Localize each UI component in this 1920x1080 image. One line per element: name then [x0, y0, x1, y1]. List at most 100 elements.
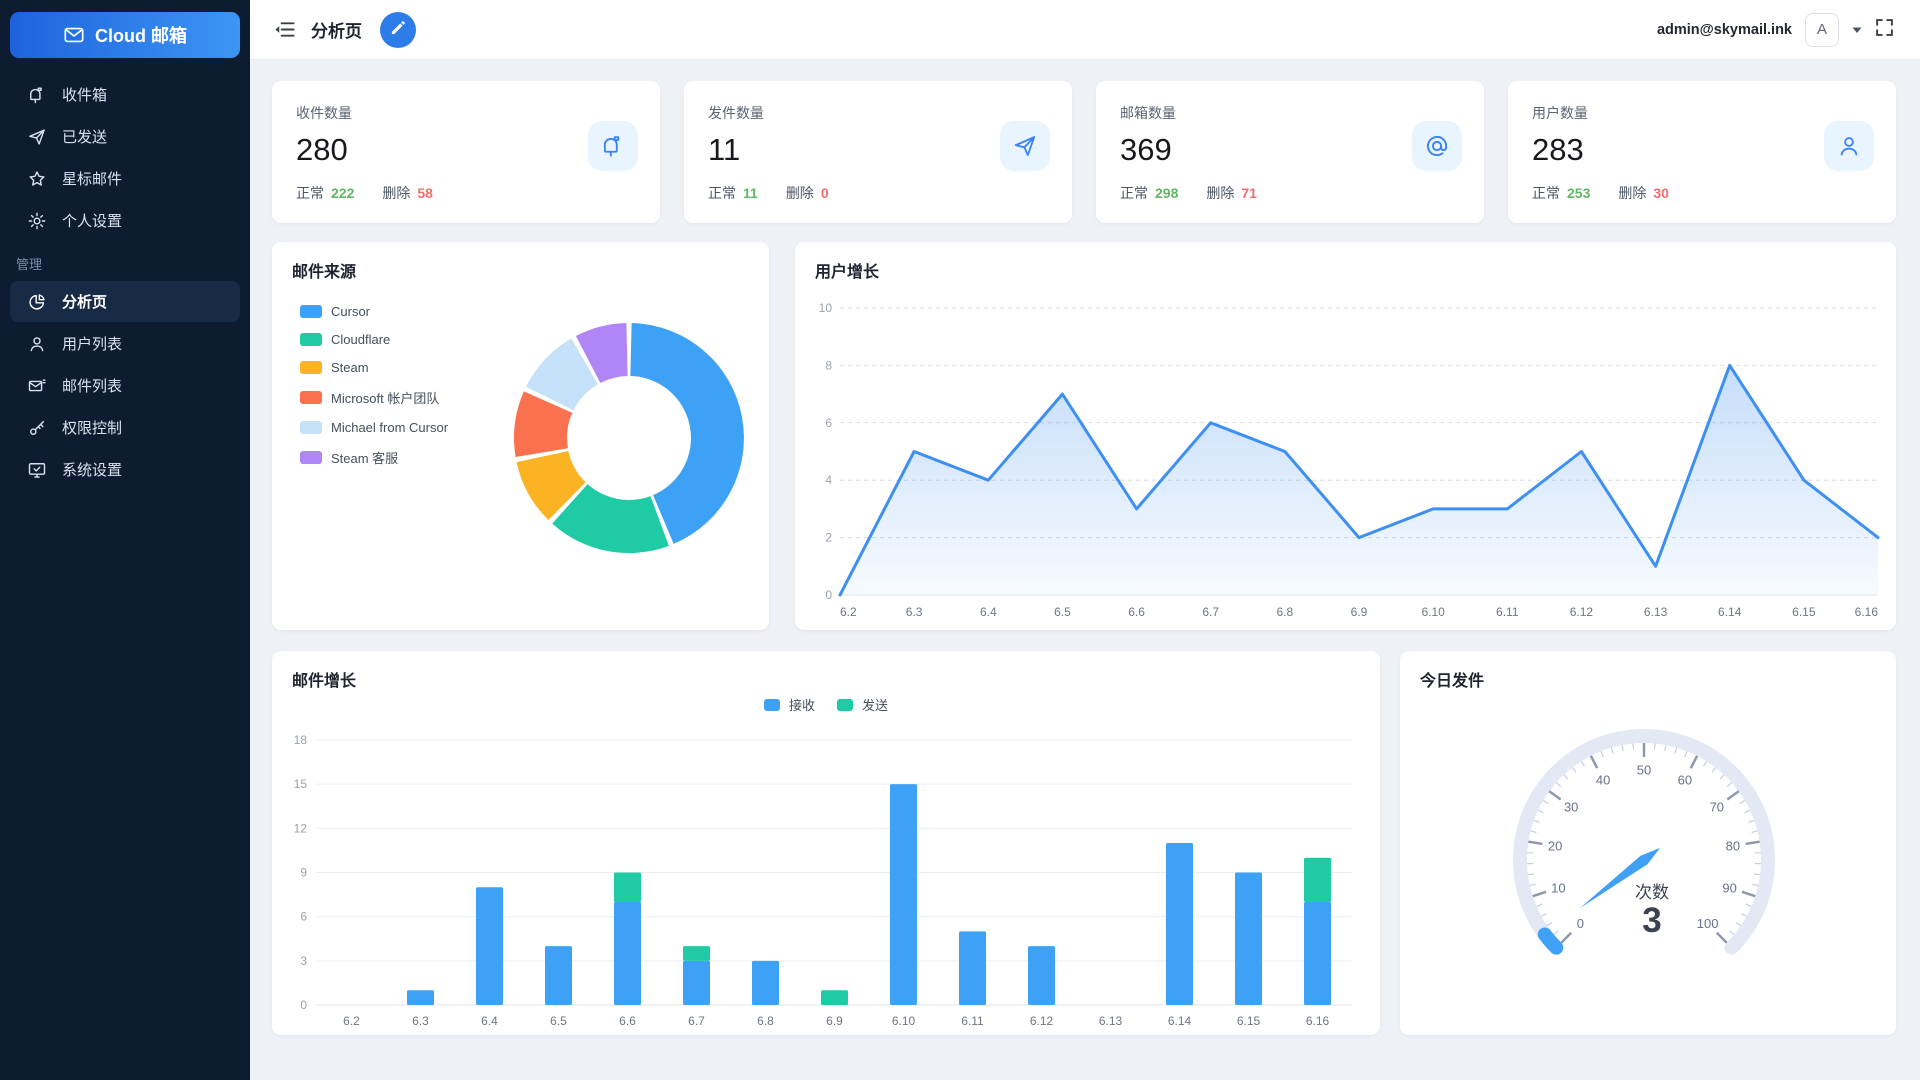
gauge-minor-tick	[1674, 747, 1678, 754]
bar-legend: 接收 发送	[272, 695, 1380, 714]
sidebar-item-inbox[interactable]: 收件箱	[10, 74, 240, 115]
stat-normal-value: 253	[1567, 185, 1591, 201]
bar-segment[interactable]	[890, 784, 917, 1005]
chevron-down-icon	[1852, 21, 1862, 39]
x-tick-label: 6.4	[481, 1014, 498, 1028]
gauge-tick-label: 50	[1637, 763, 1651, 778]
bar-segment[interactable]	[1166, 843, 1193, 1005]
stat-icon-chip	[588, 121, 638, 171]
bar-segment[interactable]	[614, 872, 641, 902]
bar-segment[interactable]	[683, 960, 710, 1005]
x-tick-label: 6.14	[1718, 605, 1742, 619]
legend-item[interactable]: Steam 客服	[300, 448, 448, 467]
legend-label: 发送	[862, 698, 889, 713]
gauge-minor-tick	[1664, 744, 1667, 752]
bar-segment[interactable]	[1028, 946, 1055, 1005]
legend-item[interactable]: Steam	[300, 360, 448, 375]
sidebar-item-analytics[interactable]: 分析页	[10, 281, 240, 322]
mailbox-icon	[27, 85, 47, 105]
x-tick-label: 6.16	[1306, 1014, 1330, 1028]
gauge-minor-tick	[1555, 782, 1562, 788]
gauge-tick-label: 10	[1551, 880, 1565, 895]
bar-segment[interactable]	[959, 931, 986, 1005]
legend-item[interactable]: Cursor	[300, 304, 448, 319]
stat-normal-label: 正常	[296, 185, 324, 201]
sidebar-item-label: 权限控制	[62, 420, 123, 437]
x-tick-label: 6.15	[1237, 1014, 1261, 1028]
gauge-tick-label: 70	[1710, 800, 1724, 815]
bar-segment[interactable]	[821, 990, 848, 1005]
stats-row: 收件数量 280 正常 222 删除 58 发件数量 11 正常 11 删除 0 邮箱数量 369 正常 29…	[272, 81, 1896, 223]
pencil-icon	[390, 19, 407, 41]
y-tick-label: 10	[819, 301, 833, 315]
legend-item[interactable]: Microsoft 帐户团队	[300, 388, 448, 407]
legend-item[interactable]: 接收	[763, 695, 815, 714]
edit-dashboard-button[interactable]	[380, 11, 416, 48]
today-sent-card: 今日发件 0 10 20 30 40 50 60 70 80 90 100 次数 3	[1400, 651, 1896, 1035]
sidebar-item-mail-list[interactable]: 邮件列表	[10, 365, 240, 406]
avatar[interactable]: A	[1805, 12, 1839, 47]
stat-value: 280	[296, 132, 348, 167]
sidebar-item-users[interactable]: 用户列表	[10, 323, 240, 364]
legend-item[interactable]: Michael from Cursor	[300, 420, 448, 435]
sidebar: Cloud 邮箱 收件箱 已发送 星标邮件 个人设置 管理 分析页用户列表邮件列表权限…	[0, 0, 250, 1080]
star-icon	[27, 169, 47, 189]
pie-slice[interactable]	[516, 451, 586, 520]
legend-label: Cursor	[331, 304, 371, 319]
bar-segment[interactable]	[545, 946, 572, 1005]
key-icon	[27, 418, 47, 438]
pie-slice[interactable]	[552, 484, 669, 554]
legend-swatch	[300, 421, 322, 434]
sidebar-item-label: 用户列表	[62, 336, 123, 353]
gauge-major-tick	[1548, 790, 1562, 801]
x-tick-label: 6.7	[688, 1014, 705, 1028]
fullscreen-button[interactable]	[1875, 18, 1894, 42]
gauge-minor-tick	[1735, 921, 1742, 927]
x-tick-label: 6.12	[1570, 605, 1594, 619]
sidebar-item-system[interactable]: 系统设置	[10, 449, 240, 490]
stat-card: 收件数量 280 正常 222 删除 58	[272, 81, 660, 223]
pie-slice[interactable]	[526, 338, 598, 411]
legend-item[interactable]: 发送	[837, 695, 888, 714]
bar-segment[interactable]	[1235, 872, 1262, 1006]
pie-slice[interactable]	[630, 323, 744, 544]
sidebar-item-profile[interactable]: 个人设置	[10, 200, 240, 241]
stat-deleted-value: 30	[1653, 185, 1669, 201]
sidebar-item-starred[interactable]: 星标邮件	[10, 158, 240, 199]
bar-segment[interactable]	[1304, 901, 1331, 1005]
pie-slice[interactable]	[575, 323, 628, 383]
gauge-needle	[1580, 848, 1660, 908]
user-growth-card: 用户增长 0 2 4 6 8 10 6.2 6.3 6.4 6.5 6.6 6.7 6.8 6.9 6.10…	[795, 242, 1896, 630]
bar-segment[interactable]	[683, 946, 710, 961]
sidebar-section-label: 管理	[16, 257, 43, 272]
bar-segment[interactable]	[476, 887, 503, 1005]
stat-value: 283	[1532, 132, 1584, 167]
stat-value: 11	[708, 132, 741, 167]
gauge-minor-tick	[1553, 930, 1559, 936]
pie-slice[interactable]	[514, 391, 573, 457]
legend-item[interactable]: Cloudflare	[300, 332, 448, 347]
gauge-tick-label: 80	[1726, 838, 1740, 853]
sidebar-nav-admin: 分析页用户列表邮件列表权限控制系统设置	[0, 281, 250, 491]
chart-title: 用户增长	[815, 264, 880, 281]
legend-label: Cloudflare	[331, 332, 391, 347]
sidebar-item-label: 系统设置	[62, 462, 123, 479]
stat-title: 邮箱数量	[1120, 105, 1176, 121]
sidebar-item-sent[interactable]: 已发送	[10, 116, 240, 157]
legend-swatch	[300, 391, 322, 404]
x-tick-label: 6.13	[1099, 1014, 1123, 1028]
bar-segment[interactable]	[407, 990, 434, 1005]
legend-label: 接收	[788, 698, 815, 713]
bar-segment[interactable]	[752, 960, 779, 1005]
stat-icon-chip	[1824, 121, 1874, 171]
stat-deleted-value: 58	[417, 185, 433, 201]
app-logo-button[interactable]: Cloud 邮箱	[10, 12, 240, 58]
bar-segment[interactable]	[1304, 857, 1331, 902]
gauge-tick-label: 30	[1564, 800, 1578, 815]
sidebar-item-permissions[interactable]: 权限控制	[10, 407, 240, 448]
user-menu-caret[interactable]	[1852, 21, 1862, 39]
sidebar-fold-button[interactable]	[274, 19, 295, 40]
bar-segment[interactable]	[614, 901, 641, 1005]
stat-normal-value: 298	[1155, 185, 1179, 201]
x-tick-label: 6.9	[1351, 605, 1368, 619]
